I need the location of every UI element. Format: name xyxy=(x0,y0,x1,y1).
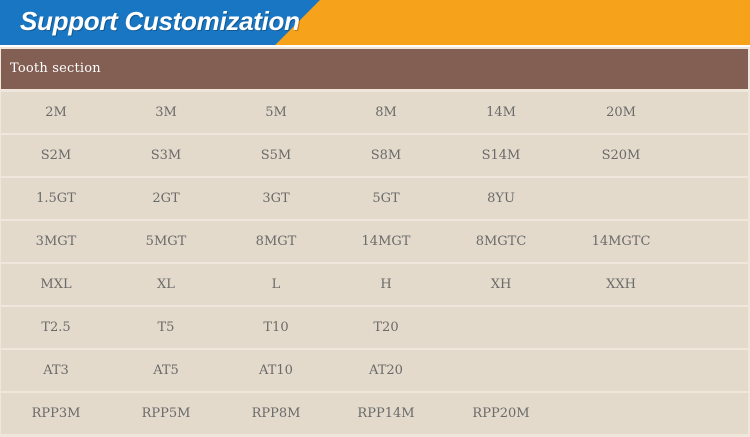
table-header-row: Tooth section xyxy=(1,49,748,89)
table-row: T2.5 T5 T10 T20 xyxy=(1,307,748,348)
table-cell: RPP14M xyxy=(357,406,415,421)
table-cell: MXL xyxy=(40,277,72,292)
table-row: S2M S3M S5M S8M S14M S20M xyxy=(1,135,748,176)
table-cell: RPP5M xyxy=(141,406,191,421)
table-cell: RPP3M xyxy=(31,406,81,421)
table-cell xyxy=(446,307,556,348)
table-cell: 8M xyxy=(375,105,397,120)
table-cell: RPP20M xyxy=(472,406,530,421)
table-row: 1.5GT 2GT 3GT 5GT 8YU xyxy=(1,178,748,219)
table-cell: S8M xyxy=(370,148,402,163)
table-cell: S5M xyxy=(260,148,292,163)
table-cell: XL xyxy=(157,277,175,292)
table-cell: XH xyxy=(490,277,512,292)
table-cell: AT5 xyxy=(153,363,179,378)
table-cell: 5MGT xyxy=(145,234,187,249)
table-cell: XXH xyxy=(606,277,636,292)
table-cell: AT10 xyxy=(259,363,293,378)
table-cell: 14M xyxy=(486,105,516,120)
table-cell: 3M xyxy=(155,105,177,120)
table-cell: S3M xyxy=(150,148,182,163)
table-cell: 8MGTC xyxy=(475,234,527,249)
table-cell xyxy=(566,307,676,348)
table-cell: T2.5 xyxy=(41,320,71,335)
table-cell: S20M xyxy=(601,148,641,163)
table-cell: 14MGTC xyxy=(591,234,651,249)
table-cell: AT20 xyxy=(369,363,403,378)
banner-blue-panel xyxy=(0,0,320,45)
table-cell: 14MGT xyxy=(361,234,411,249)
table-cell: 3MGT xyxy=(35,234,77,249)
table-cell: 3GT xyxy=(262,191,290,206)
table-row: AT3 AT5 AT10 AT20 xyxy=(1,350,748,391)
table-header-label: Tooth section xyxy=(10,61,101,76)
table-cell: H xyxy=(380,277,392,292)
table-cell: L xyxy=(271,277,281,292)
table-row: MXL XL L H XH XXH xyxy=(1,264,748,305)
table-cell: 5GT xyxy=(372,191,400,206)
table-row: 3MGT 5MGT 8MGT 14MGT 8MGTC 14MGTC xyxy=(1,221,748,262)
table-cell: 20M xyxy=(606,105,636,120)
table-cell: 8YU xyxy=(487,191,515,206)
table-row: RPP3M RPP5M RPP8M RPP14M RPP20M xyxy=(1,393,748,434)
table-cell: S14M xyxy=(481,148,521,163)
table-cell xyxy=(446,350,556,391)
table-cell xyxy=(566,393,676,434)
table-row: 2M 3M 5M 8M 14M 20M xyxy=(1,92,748,133)
table-cell xyxy=(566,350,676,391)
table-cell: 2GT xyxy=(152,191,180,206)
table-cell: T10 xyxy=(263,320,289,335)
table-cell: 5M xyxy=(265,105,287,120)
title-banner: Support Customization xyxy=(0,0,750,45)
tooth-section-table: Tooth section 2M 3M 5M 8M 14M 20M S2M S3… xyxy=(0,47,750,437)
table-cell xyxy=(566,178,676,219)
table-cell: AT3 xyxy=(43,363,69,378)
table-cell: S2M xyxy=(40,148,72,163)
page-title: Support Customization xyxy=(20,6,300,36)
table-cell: T5 xyxy=(157,320,175,335)
table-cell: 2M xyxy=(45,105,67,120)
table-cell: RPP8M xyxy=(251,406,301,421)
table-cell: 8MGT xyxy=(255,234,297,249)
table-cell: T20 xyxy=(373,320,399,335)
table-cell: 1.5GT xyxy=(36,191,76,206)
